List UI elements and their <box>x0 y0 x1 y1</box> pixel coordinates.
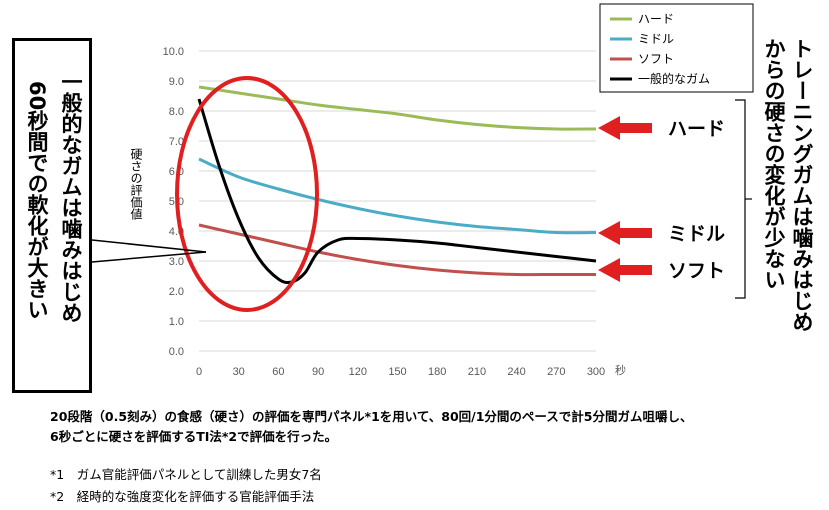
series-line-0 <box>198 85 597 131</box>
legend-label: ソフト <box>638 52 674 66</box>
series-line-2 <box>198 223 596 277</box>
x-tick-label: 180 <box>428 366 446 378</box>
arrow-label: ソフト <box>668 260 725 282</box>
callout-line2: 60秒間での軟化が大きい <box>25 81 49 321</box>
x-tick-label: 90 <box>312 366 324 378</box>
x-tick-label: 150 <box>388 366 406 378</box>
y-tick-label: 1.0 <box>169 316 184 328</box>
arrow-0 <box>598 116 652 140</box>
footnote-2: *2 経時的な強度変化を評価する官能評価手法 <box>50 489 315 504</box>
x-tick-labels: 0 30 60 90 120 150 180 210 240 270 300 <box>196 366 605 378</box>
x-tick-label: 240 <box>507 366 525 378</box>
series-line-3 <box>197 98 597 285</box>
arrow-2 <box>598 258 652 282</box>
highlight-ellipse <box>175 76 319 312</box>
callout-box: 一般的なガムは噛みはじめ 60秒間での軟化が大きい <box>12 38 92 393</box>
y-tick-label: 3.0 <box>169 256 184 268</box>
x-tick-label: 30 <box>233 366 245 378</box>
y-tick-labels: 0.01.02.03.04.05.06.07.08.09.010.0 <box>163 46 184 358</box>
legend-label: ミドル <box>638 32 674 46</box>
right-title-line2: からの硬さの変化が少ない <box>762 38 786 290</box>
y-tick-label: 9.0 <box>169 76 184 88</box>
right-title: トレーニングガムは噛みはじめ からの硬さの変化が少ない <box>760 38 816 418</box>
x-tick-label: 60 <box>272 366 284 378</box>
y-tick-label: 7.0 <box>169 136 184 148</box>
series-line-1 <box>198 157 597 235</box>
note-line1: 20段階（0.5刻み）の食感（硬さ）の評価を専門パネル*1を用いて、80回/1分… <box>50 409 693 424</box>
x-tick-label: 120 <box>349 366 367 378</box>
bracket <box>735 99 746 299</box>
y-tick-label: 8.0 <box>169 106 184 118</box>
right-title-line1: トレーニングガムは噛みはじめ <box>790 38 814 332</box>
series-lines <box>197 85 597 285</box>
y-axis-label: 硬さの評価値 <box>129 148 143 220</box>
callout-line1: 一般的なガムは噛みはじめ <box>59 71 83 323</box>
callout-pointer <box>91 239 207 263</box>
arrow-label: ハード <box>668 118 725 140</box>
arrow-label: ミドル <box>668 223 725 245</box>
y-tick-label: 10.0 <box>163 46 184 58</box>
x-tick-label: 210 <box>468 366 486 378</box>
note-line2: 6秒ごとに硬さを評価するTI法*2で評価を行った。 <box>50 429 338 444</box>
legend-label: ハード <box>638 12 674 26</box>
y-tick-label: 0.0 <box>169 346 184 358</box>
x-tick-label: 270 <box>547 366 565 378</box>
footnote-1: *1 ガム官能評価パネルとして訓練した男女7名 <box>50 467 322 482</box>
legend-label: 一般的なガム <box>638 71 710 86</box>
x-tick-label: 300 <box>587 366 605 378</box>
x-axis-label: 秒 <box>615 363 626 377</box>
grid-lines <box>199 50 596 352</box>
x-tick-label: 0 <box>196 366 202 378</box>
arrow-1 <box>598 221 652 245</box>
y-tick-label: 2.0 <box>169 286 184 298</box>
